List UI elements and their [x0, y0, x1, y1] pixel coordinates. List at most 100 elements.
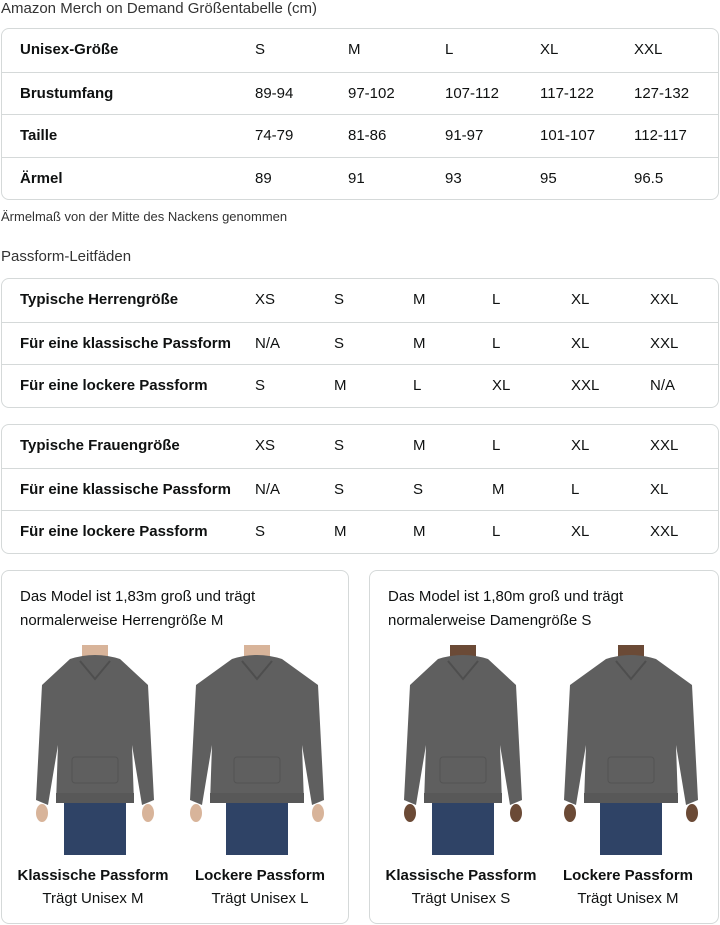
table-cell: M — [348, 41, 361, 58]
fit-size: Trägt Unisex S — [411, 890, 511, 907]
model-card-men: Das Model ist 1,83m groß und trägt normal… — [1, 570, 349, 924]
model-photo-classic — [20, 645, 170, 855]
hoodie — [36, 655, 154, 805]
hoodie — [404, 655, 522, 805]
table-cell: L — [571, 480, 580, 498]
table-cell: S — [255, 523, 266, 540]
fit-guide-title: Passform-Leitfäden — [1, 248, 132, 265]
row-label: Typische Herrengröße — [20, 291, 179, 308]
table-row: Taille 74-79 81-86 91-97 101-107 112-117 — [2, 114, 718, 157]
table-cell: M — [413, 523, 426, 540]
fit-name: Lockere Passform — [194, 867, 326, 884]
table-cell: S — [255, 41, 266, 58]
fit-size: Trägt Unisex M — [577, 890, 679, 907]
men-fit-table: Typische Herrengröße XS S M L XL XXL Für eine k… — [1, 278, 719, 408]
table-cell: M — [413, 437, 426, 454]
table-cell: 96.5 — [634, 169, 664, 187]
table-cell: M — [334, 523, 347, 540]
size-chart-table: Unisex-Größe S M L XL XXL Brustumfang 89-94 97-1… — [1, 28, 719, 200]
table-row: Für eine klassische Passform N/A S M L XL XXL — [2, 321, 718, 365]
jeans — [432, 803, 494, 855]
table-cell: XL — [571, 291, 590, 308]
women-fit-table: Typische Frauengröße XS S M L XL XXL Für eine k… — [1, 424, 719, 554]
model-photo-loose — [182, 645, 332, 855]
jeans — [64, 803, 126, 855]
row-label: Taille — [20, 127, 58, 144]
table-row: Für eine lockere Passform S M M L XL XXL — [2, 510, 718, 553]
table-cell: 95 — [540, 169, 557, 187]
fit-name: Lockere Passform — [562, 867, 694, 884]
table-row: Für eine lockere Passform S M L XL XXL N/A — [2, 364, 718, 407]
table-cell: XXL — [650, 437, 679, 454]
table-cell: XL — [492, 377, 511, 394]
fit-size: Trägt Unisex L — [211, 890, 309, 907]
table-cell: 74-79 — [255, 127, 294, 144]
sleeve-note: Ärmelmaß von der Mitte des Nackens genom… — [1, 209, 288, 224]
table-cell: L — [445, 41, 454, 58]
table-cell: XL — [540, 41, 559, 58]
model-caption: Das Model ist 1,80m groß und trägt — [388, 588, 624, 605]
table-cell: 112-117 — [634, 127, 687, 144]
fit-size: Trägt Unisex M — [42, 890, 144, 907]
table-cell: XXL — [571, 377, 600, 394]
row-label: Unisex-Größe — [20, 41, 119, 58]
table-cell: XXL — [650, 523, 679, 540]
table-cell: 93 — [445, 169, 462, 187]
table-cell: 91-97 — [445, 127, 484, 144]
table-cell: M — [413, 334, 426, 352]
size-chart-title: Amazon Merch on Demand Größentabelle (cm… — [1, 0, 317, 17]
row-label: Typische Frauengröße — [20, 437, 180, 454]
table-row: Typische Frauengröße XS S M L XL XXL — [2, 425, 718, 468]
table-cell: XXL — [634, 41, 663, 58]
table-cell: 127-132 — [634, 84, 690, 102]
row-label: Für eine lockere Passform — [20, 377, 208, 394]
table-cell: XXL — [650, 334, 679, 352]
table-cell: S — [334, 291, 345, 308]
table-cell: XL — [571, 334, 590, 352]
fit-name: Klassische Passform — [385, 867, 537, 884]
table-cell: 97-102 — [348, 84, 395, 102]
table-row: Für eine klassische Passform N/A S S M L XL — [2, 467, 718, 511]
table-cell: XS — [255, 291, 276, 308]
row-label: Für eine lockere Passform — [20, 523, 208, 540]
table-cell: N/A — [255, 334, 281, 352]
row-label: Ärmel — [20, 169, 63, 187]
table-cell: S — [334, 480, 345, 498]
table-cell: M — [492, 480, 505, 498]
table-cell: 91 — [348, 169, 365, 187]
table-cell: XS — [255, 437, 276, 454]
table-cell: XL — [571, 523, 590, 540]
table-row: Typische Herrengröße XS S M L XL XXL — [2, 279, 718, 322]
row-label: Brustumfang — [20, 84, 114, 102]
table-cell: L — [492, 291, 501, 308]
jeans — [226, 803, 288, 855]
hoodie — [190, 655, 324, 805]
table-cell: S — [334, 334, 345, 352]
table-cell: 89 — [255, 169, 272, 187]
fit-name: Klassische Passform — [17, 867, 169, 884]
hoodie — [564, 655, 698, 805]
table-cell: XL — [650, 480, 669, 498]
model-photo-classic — [388, 645, 538, 855]
table-cell: S — [334, 437, 345, 454]
table-cell: S — [413, 480, 424, 498]
table-cell: 117-122 — [540, 84, 594, 102]
model-caption: Das Model ist 1,83m groß und trägt — [20, 588, 256, 605]
table-cell: 81-86 — [348, 127, 387, 144]
row-label: Für eine klassische Passform — [20, 334, 231, 352]
table-cell: N/A — [650, 377, 676, 394]
model-caption: normalerweise Herrengröße M — [20, 612, 224, 629]
table-cell: L — [492, 523, 501, 540]
model-photo-loose — [556, 645, 706, 855]
table-cell: XXL — [650, 291, 679, 308]
table-cell: L — [492, 437, 501, 454]
table-row: Unisex-Größe S M L XL XXL — [2, 29, 718, 72]
row-label: Für eine klassische Passform — [20, 480, 231, 498]
table-cell: S — [255, 377, 266, 394]
table-cell: 107-112 — [445, 84, 499, 102]
table-cell: L — [413, 377, 422, 394]
table-cell: M — [334, 377, 347, 394]
model-card-women: Das Model ist 1,80m groß und trägt normal… — [369, 570, 719, 924]
table-cell: L — [492, 334, 501, 352]
model-caption: normalerweise Damengröße S — [388, 612, 592, 629]
